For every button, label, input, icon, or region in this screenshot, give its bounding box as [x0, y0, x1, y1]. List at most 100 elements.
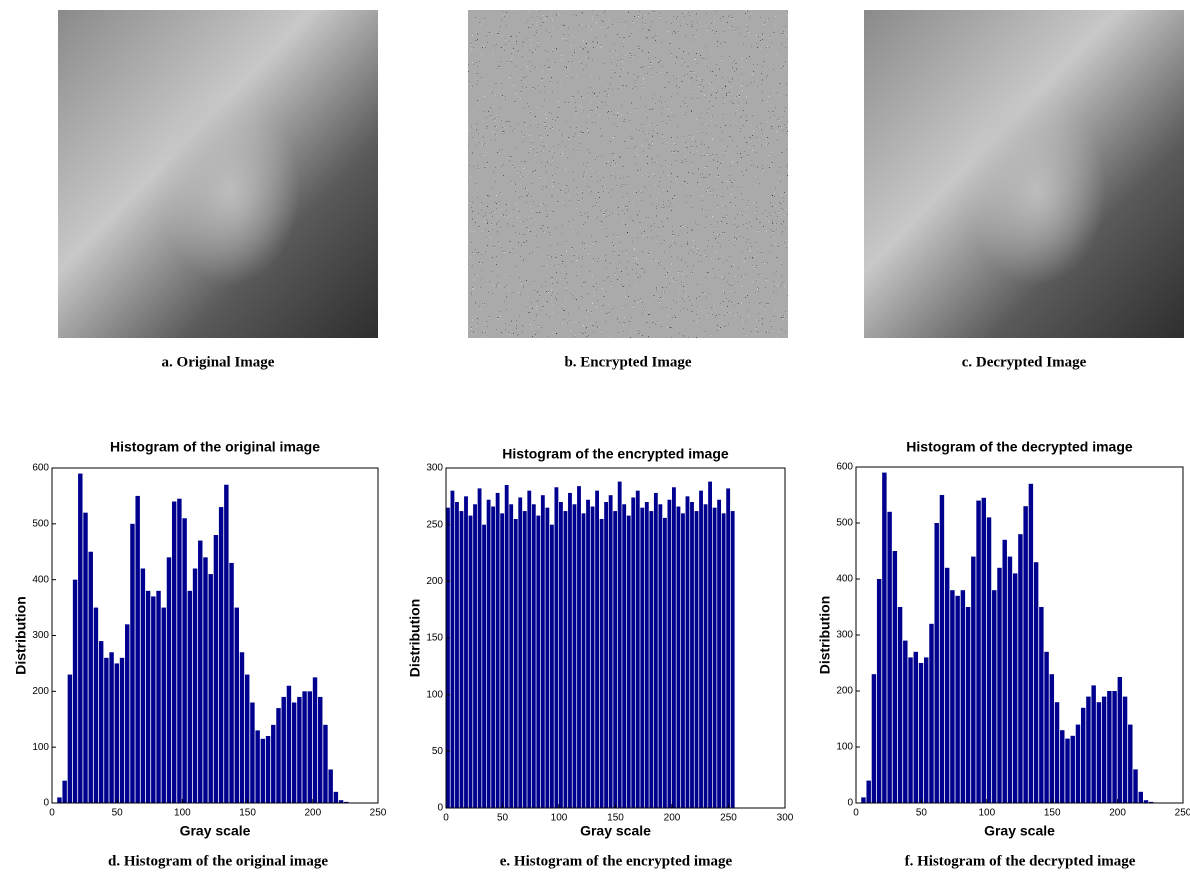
bar: [908, 657, 913, 803]
bar: [114, 663, 120, 803]
bar: [1107, 691, 1112, 803]
bar: [67, 674, 73, 803]
bar: [965, 607, 971, 803]
bar: [72, 579, 78, 803]
bar: [328, 769, 333, 803]
bar: [882, 472, 887, 803]
x-axis-label: Gray scale: [180, 823, 251, 839]
bar: [981, 497, 987, 803]
bar: [1065, 738, 1070, 803]
bar: [486, 499, 491, 808]
bar: [699, 490, 703, 808]
y-tick-label: 150: [426, 633, 443, 644]
x-tick-label: 50: [916, 808, 928, 819]
bar: [950, 590, 955, 803]
bar: [955, 595, 960, 803]
bar: [726, 488, 731, 808]
bar: [156, 590, 161, 803]
bar: [694, 511, 699, 808]
x-tick-label: 300: [777, 813, 794, 824]
bar: [182, 518, 187, 803]
bar: [88, 551, 93, 803]
bar: [161, 607, 166, 803]
bar: [653, 492, 658, 808]
original-image: [58, 10, 378, 338]
bar: [586, 499, 590, 808]
bar: [125, 624, 130, 803]
bar: [590, 506, 595, 808]
bar: [536, 515, 541, 808]
bar: [913, 651, 918, 803]
bar: [213, 535, 219, 803]
x-tick-label: 0: [49, 808, 55, 819]
bar: [676, 506, 681, 808]
y-tick-label: 100: [426, 689, 443, 700]
bar: [192, 568, 198, 803]
bar: [944, 567, 950, 803]
bar: [640, 507, 645, 808]
bar: [581, 513, 586, 808]
y-tick-label: 200: [32, 686, 49, 697]
bar: [703, 504, 708, 808]
bar: [649, 511, 654, 808]
encrypted-image: [468, 10, 788, 338]
y-tick-label: 0: [43, 798, 49, 809]
bar: [140, 568, 146, 803]
bar: [271, 724, 276, 803]
bar: [1096, 702, 1102, 803]
bar: [662, 517, 667, 808]
bar: [549, 524, 554, 808]
bar: [455, 502, 459, 808]
image-caption: c. Decrypted Image: [962, 354, 1087, 370]
bar: [563, 511, 568, 808]
bar: [540, 495, 545, 808]
bar: [482, 524, 487, 808]
y-tick-label: 0: [847, 798, 853, 809]
bar: [595, 490, 600, 808]
bar: [250, 702, 255, 803]
chart-title: Histogram of the encrypted image: [502, 446, 729, 462]
bar: [224, 484, 229, 803]
y-tick-label: 0: [437, 803, 443, 814]
bar: [599, 519, 604, 808]
chart-title: Histogram of the original image: [110, 439, 320, 455]
bar: [997, 567, 1002, 803]
bar: [464, 496, 468, 808]
bar: [531, 504, 536, 808]
bar: [545, 507, 550, 808]
bar: [491, 506, 496, 808]
bar: [218, 507, 224, 803]
bar: [861, 797, 866, 803]
bar: [504, 485, 509, 808]
bar: [187, 590, 193, 803]
bar: [255, 730, 260, 803]
y-tick-label: 200: [836, 686, 853, 697]
bar: [323, 724, 328, 803]
bar: [1086, 696, 1091, 803]
bar: [83, 512, 88, 803]
bar: [971, 556, 976, 803]
bar: [459, 511, 464, 808]
bar: [234, 607, 239, 803]
bar: [924, 657, 929, 803]
bar: [119, 657, 125, 803]
y-tick-label: 300: [836, 630, 853, 641]
bar: [1091, 685, 1096, 803]
bar: [291, 702, 297, 803]
bar: [312, 677, 318, 803]
bar: [509, 504, 514, 808]
bar: [559, 502, 563, 808]
bar: [62, 780, 67, 803]
bar: [622, 504, 627, 808]
x-axis-label: Gray scale: [984, 823, 1055, 839]
bar: [644, 502, 649, 808]
bar: [1112, 691, 1117, 803]
bar: [450, 490, 455, 808]
bar: [1122, 696, 1128, 803]
bar: [1007, 556, 1013, 803]
bar: [1070, 735, 1075, 803]
bar: [286, 685, 292, 803]
chart-caption: e. Histogram of the encrypted image: [500, 853, 733, 869]
bar: [887, 511, 892, 803]
